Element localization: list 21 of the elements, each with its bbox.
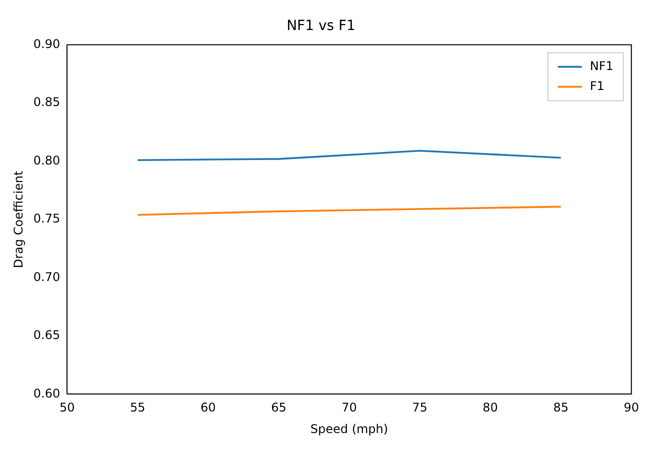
- y-tick-label: 0.70: [33, 270, 60, 284]
- chart-title: NF1 vs F1: [286, 18, 356, 34]
- y-tick-label: 0.60: [33, 386, 60, 400]
- x-axis-title: Speed (mph): [310, 422, 388, 436]
- x-tick-label: 75: [412, 400, 428, 415]
- y-tick-label: 0.80: [33, 153, 60, 168]
- x-tick-label: 80: [482, 400, 498, 415]
- y-tick-label: 0.90: [33, 36, 60, 51]
- x-tick-label: 60: [200, 400, 216, 415]
- y-axis-title: Drag Coefficient: [11, 170, 26, 268]
- y-tick-label: 0.85: [33, 95, 60, 110]
- y-tick-label: 0.75: [33, 212, 60, 226]
- x-tick-label: 65: [271, 400, 286, 415]
- x-tick-label: 90: [624, 400, 640, 415]
- legend-label: F1: [590, 78, 604, 93]
- x-tick-label: 85: [553, 400, 568, 415]
- x-tick-label: 70: [342, 400, 357, 415]
- x-tick-label: 50: [59, 400, 75, 415]
- x-tick-label: 55: [130, 400, 146, 415]
- legend-label: NF1: [590, 58, 614, 73]
- y-tick-label: 0.65: [33, 328, 60, 342]
